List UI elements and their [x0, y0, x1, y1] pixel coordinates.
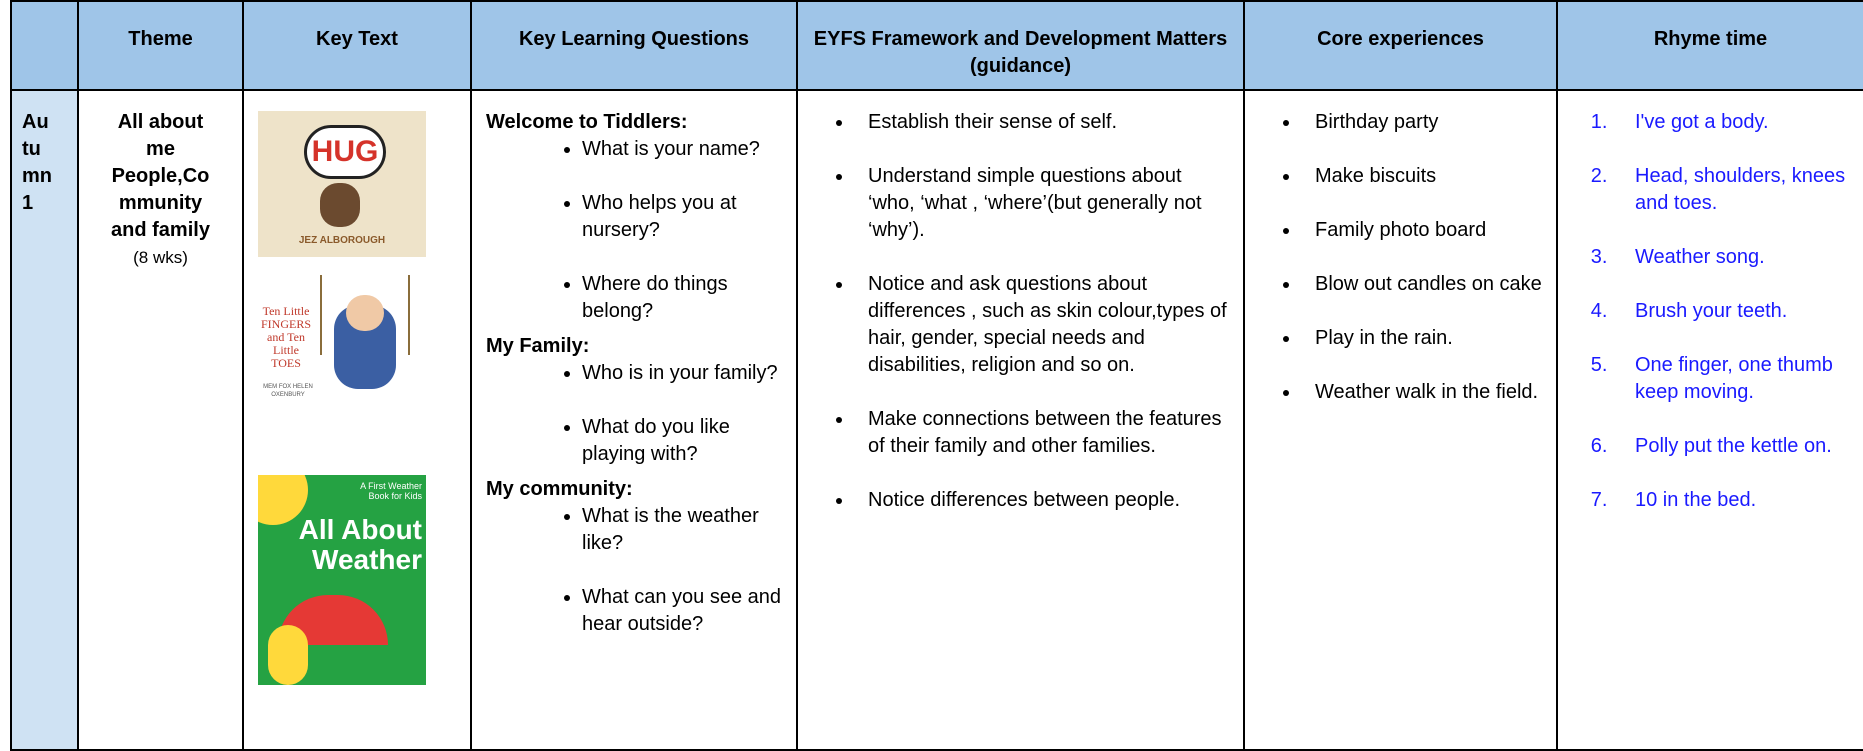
column-header: Key Text: [242, 0, 472, 91]
column-header: EYFS Framework and Development Matters (…: [796, 0, 1245, 91]
core-item: Birthday party: [1301, 109, 1542, 136]
core-item: Blow out candles on cake: [1301, 271, 1542, 298]
question: What is your name?: [582, 136, 786, 163]
header-row: Theme Key Text Key Learning Questions EYFS …: [10, 0, 1863, 91]
question: Who helps you at nursery?: [582, 190, 786, 244]
question: What do you like playing with?: [582, 414, 786, 468]
rhymes-item: One finger, one thumb keep moving.: [1613, 352, 1855, 406]
core-item: Play in the rain.: [1301, 325, 1542, 352]
book-cover: HUG JEZ ALBOROUGH: [258, 111, 426, 257]
curriculum-table: Theme Key Text Key Learning Questions EYFS …: [10, 0, 1863, 751]
question: What is the weather like?: [582, 503, 786, 557]
column-header: Key Learning Questions: [470, 0, 798, 91]
book-title: All About Weather: [298, 514, 422, 575]
core-list: Birthday party Make biscuits Family photo …: [1301, 109, 1542, 406]
rhymes-item: Polly put the kettle on.: [1613, 433, 1855, 460]
rhymes-item: 10 in the bed.: [1613, 487, 1855, 514]
theme-cell: All about me People,Community and family…: [77, 89, 244, 751]
duration: (8 wks): [133, 248, 188, 267]
book-cover: Ten Little FINGERS and Ten Little TOES M…: [258, 275, 426, 415]
book-title: HUG: [304, 125, 386, 179]
core-item: Make biscuits: [1301, 163, 1542, 190]
rhymes-item: Head, shoulders, knees and toes.: [1613, 163, 1855, 217]
question-list: Who is in your family? What do you like p…: [486, 360, 786, 468]
rhymes-item: I've got a body.: [1613, 109, 1855, 136]
corner-cell: [10, 0, 79, 91]
book-subtitle: A First Weather Book for Kids: [360, 481, 422, 501]
term: Autumn 1: [22, 111, 52, 214]
eyfs-item: Notice and ask questions about differenc…: [854, 271, 1229, 379]
question-heading: My Family:: [486, 335, 590, 357]
column-header: Core experiences: [1243, 0, 1558, 91]
question-list: What is the weather like? What can you se…: [486, 503, 786, 638]
book-title: Ten Little FINGERS and Ten Little TOES: [260, 304, 311, 370]
question-heading: My community:: [486, 478, 633, 500]
question: Where do things belong?: [582, 271, 786, 325]
column-header: Theme: [77, 0, 244, 91]
question: Who is in your family?: [582, 360, 786, 387]
book-cover: A First Weather Book for Kids All About …: [258, 475, 426, 685]
question-heading: Welcome to Tiddlers:: [486, 111, 688, 133]
book-author: JEZ ALBOROUGH: [298, 235, 386, 246]
books-cell: HUG JEZ ALBOROUGH Ten Little FINGERS and…: [242, 89, 472, 751]
eyfs-list: Establish their sense of self. Understand…: [854, 109, 1229, 514]
core-item: Family photo board: [1301, 217, 1542, 244]
column-header: Rhyme time: [1556, 0, 1863, 91]
eyfs-item: Make connections between the features of…: [854, 406, 1229, 460]
book-authors: MEM FOX HELEN OXENBURY: [263, 384, 313, 398]
body-row: Autumn 1 All about me People,Community a…: [10, 89, 1863, 751]
theme: All about me People,Community and family: [111, 111, 210, 241]
question-list: What is your name? Who helps you at nurse…: [486, 136, 786, 325]
rhymes-item: Weather song.: [1613, 244, 1855, 271]
eyfs-cell: Establish their sense of self. Understand…: [796, 89, 1245, 751]
rhymes-item: Brush your teeth.: [1613, 298, 1855, 325]
core-item: Weather walk in the field.: [1301, 379, 1542, 406]
term-cell: Autumn 1: [10, 89, 79, 751]
rhymes-list: I've got a body. Head, shoulders, knees a…: [1613, 109, 1855, 514]
questions-cell: Welcome to Tiddlers:What is your name?Wh…: [470, 89, 798, 751]
question: What can you see and hear outside?: [582, 584, 786, 638]
core-cell: Birthday party Make biscuits Family photo …: [1243, 89, 1558, 751]
eyfs-item: Establish their sense of self.: [854, 109, 1229, 136]
eyfs-item: Notice differences between people.: [854, 487, 1229, 514]
rhymes-cell: I've got a body. Head, shoulders, knees a…: [1556, 89, 1863, 751]
eyfs-item: Understand simple questions about ‘who, …: [854, 163, 1229, 244]
